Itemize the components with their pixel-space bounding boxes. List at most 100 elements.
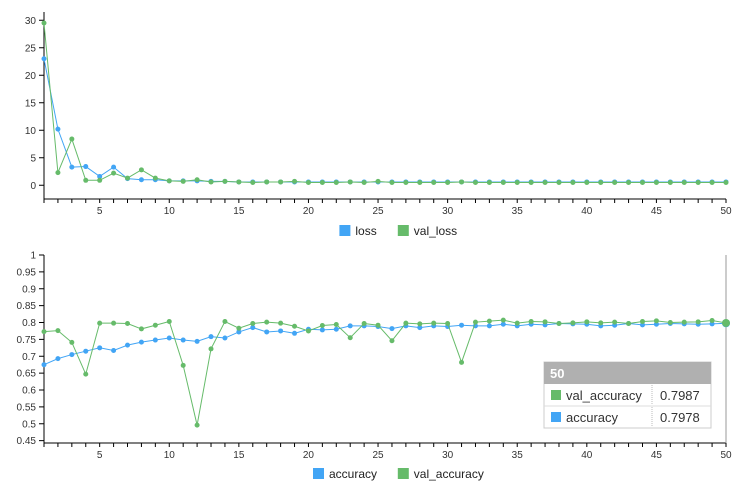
data-point-val_loss[interactable] <box>528 180 534 185</box>
data-point-val_loss[interactable] <box>180 178 186 184</box>
data-point-val_loss[interactable] <box>612 180 618 185</box>
data-point-val_loss[interactable] <box>83 177 89 183</box>
data-point-val_loss[interactable] <box>667 180 673 185</box>
data-point-val_loss[interactable] <box>626 180 632 185</box>
legend-item-val_accuracy[interactable]: val_accuracy <box>397 467 484 481</box>
data-point-val_accuracy[interactable] <box>695 319 701 325</box>
data-point-accuracy[interactable] <box>292 330 298 336</box>
data-point-val_accuracy[interactable] <box>208 346 214 352</box>
data-point-accuracy[interactable] <box>389 326 395 332</box>
data-point-val_loss[interactable] <box>556 180 562 185</box>
data-point-accuracy[interactable] <box>264 329 270 335</box>
data-point-loss[interactable] <box>83 164 89 170</box>
data-point-val_loss[interactable] <box>347 179 353 185</box>
data-point-loss[interactable] <box>69 164 75 170</box>
data-point-val_loss[interactable] <box>152 175 158 181</box>
data-point-val_loss[interactable] <box>138 167 144 173</box>
data-point-val_accuracy[interactable] <box>612 319 618 325</box>
data-point-val_loss[interactable] <box>278 179 284 185</box>
data-point-val_accuracy[interactable] <box>97 320 103 326</box>
data-point-val_loss[interactable] <box>222 178 228 184</box>
data-point-val_accuracy[interactable] <box>486 318 492 324</box>
data-point-val_accuracy[interactable] <box>333 322 339 328</box>
data-point-val_accuracy[interactable] <box>667 320 673 326</box>
data-point-val_accuracy[interactable] <box>639 318 645 324</box>
data-point-accuracy[interactable] <box>236 329 242 335</box>
data-point-val_accuracy[interactable] <box>528 318 534 324</box>
data-point-accuracy[interactable] <box>500 321 506 327</box>
legend-item-accuracy[interactable]: accuracy <box>313 467 377 481</box>
data-point-loss[interactable] <box>138 177 144 183</box>
data-point-val_loss[interactable] <box>264 179 270 185</box>
data-point-accuracy[interactable] <box>138 339 144 345</box>
data-point-val_loss[interactable] <box>361 180 367 185</box>
data-point-val_loss[interactable] <box>319 180 325 185</box>
data-point-val_accuracy[interactable] <box>125 321 131 327</box>
data-point-val_accuracy[interactable] <box>55 328 61 334</box>
data-point-val_loss[interactable] <box>236 179 242 185</box>
data-point-accuracy[interactable] <box>417 325 423 331</box>
data-point-val_accuracy[interactable] <box>445 321 451 327</box>
data-point-val_accuracy[interactable] <box>319 323 325 329</box>
data-point-val_accuracy[interactable] <box>194 422 200 428</box>
data-point-val_loss[interactable] <box>542 180 548 185</box>
data-point-val_accuracy[interactable] <box>459 359 465 365</box>
data-point-val_loss[interactable] <box>208 179 214 185</box>
data-point-accuracy[interactable] <box>208 334 214 340</box>
data-point-val_loss[interactable] <box>445 180 451 185</box>
data-point-val_accuracy[interactable] <box>180 362 186 368</box>
data-point-val_loss[interactable] <box>639 180 645 185</box>
data-point-val_loss[interactable] <box>695 180 701 185</box>
data-point-val_accuracy[interactable] <box>305 328 311 334</box>
data-point-val_loss[interactable] <box>55 170 61 176</box>
data-point-loss[interactable] <box>41 56 47 62</box>
data-point-val_accuracy[interactable] <box>278 320 284 326</box>
data-point-val_accuracy[interactable] <box>111 320 117 326</box>
data-point-val_accuracy[interactable] <box>361 321 367 327</box>
data-point-accuracy[interactable] <box>55 356 61 362</box>
data-point-val_accuracy[interactable] <box>570 320 576 326</box>
data-point-accuracy[interactable] <box>41 362 47 368</box>
data-point-val_loss[interactable] <box>41 20 47 26</box>
data-point-val_loss[interactable] <box>250 180 256 185</box>
data-point-val_accuracy[interactable] <box>250 321 256 327</box>
data-point-val_loss[interactable] <box>389 180 395 185</box>
legend-item-val_loss[interactable]: val_loss <box>397 224 457 238</box>
data-point-val_loss[interactable] <box>500 180 506 185</box>
data-point-val_loss[interactable] <box>97 177 103 183</box>
data-point-val_accuracy[interactable] <box>347 335 353 341</box>
data-point-accuracy[interactable] <box>83 348 89 354</box>
data-point-val_accuracy[interactable] <box>83 371 89 377</box>
data-point-val_loss[interactable] <box>723 180 729 185</box>
data-point-val_accuracy[interactable] <box>417 321 423 327</box>
data-point-accuracy[interactable] <box>347 323 353 329</box>
data-point-val_loss[interactable] <box>305 180 311 185</box>
data-point-accuracy[interactable] <box>125 342 131 348</box>
data-point-val_loss[interactable] <box>598 180 604 185</box>
data-point-val_loss[interactable] <box>403 180 409 185</box>
data-point-accuracy[interactable] <box>97 345 103 351</box>
data-point-val_loss[interactable] <box>459 179 465 185</box>
data-point-val_accuracy[interactable] <box>542 319 548 325</box>
data-point-val_loss[interactable] <box>166 178 172 184</box>
data-point-val_loss[interactable] <box>514 180 520 185</box>
data-point-val_accuracy[interactable] <box>556 321 562 327</box>
data-point-val_loss[interactable] <box>125 175 131 181</box>
data-point-val_accuracy[interactable] <box>264 319 270 325</box>
data-point-val_loss[interactable] <box>486 180 492 185</box>
data-point-accuracy[interactable] <box>180 337 186 343</box>
data-point-val_accuracy[interactable] <box>69 339 75 345</box>
data-point-val_accuracy[interactable] <box>152 322 158 328</box>
data-point-accuracy[interactable] <box>459 322 465 328</box>
data-point-accuracy[interactable] <box>166 335 172 341</box>
data-point-val_accuracy[interactable] <box>236 325 242 331</box>
data-point-val_loss[interactable] <box>292 178 298 184</box>
data-point-loss[interactable] <box>97 173 103 179</box>
data-point-val_accuracy[interactable] <box>138 326 144 332</box>
data-point-val_accuracy[interactable] <box>389 338 395 344</box>
legend-item-loss[interactable]: loss <box>339 224 377 238</box>
data-point-accuracy[interactable] <box>222 335 228 341</box>
data-point-val_accuracy[interactable] <box>292 323 298 329</box>
data-point-val_loss[interactable] <box>333 180 339 185</box>
data-point-accuracy[interactable] <box>333 326 339 332</box>
